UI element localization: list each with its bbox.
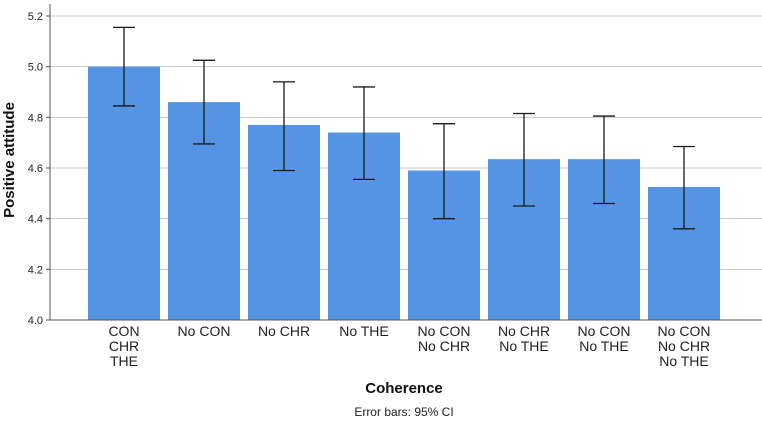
x-category-label-line: No THE [579, 338, 629, 354]
x-category-label-line: No THE [659, 353, 709, 369]
bar [88, 66, 160, 321]
x-category-label-line: No CON [178, 323, 231, 339]
error-bar [113, 26, 135, 107]
y-tick-label: 4.8 [28, 112, 43, 124]
x-category-label-line: No CON [658, 323, 711, 339]
error-bar [513, 112, 535, 207]
y-tick-labels: 4.0 4.2 4.4 4.6 4.8 5.0 5.2 [28, 11, 43, 327]
error-bar [433, 123, 455, 220]
x-category-label: No THE [339, 323, 389, 339]
x-category-label-line: No CON [578, 323, 631, 339]
error-bars-footnote: Error bars: 95% CI [354, 405, 453, 419]
error-bar [673, 145, 695, 230]
x-category-label: CON CHR THE [108, 323, 139, 369]
error-bars [113, 26, 695, 230]
y-axis-title: Positive attitude [1, 102, 18, 218]
x-category-label-line: No CHR [418, 338, 470, 354]
x-category-label-line: No THE [499, 338, 549, 354]
y-tick-label: 4.0 [28, 315, 43, 327]
axes [46, 4, 762, 321]
error-bar [273, 81, 295, 172]
y-tick-label: 5.0 [28, 62, 43, 74]
x-category-label-line: No CON [418, 323, 471, 339]
x-category-label-line: THE [110, 353, 138, 369]
x-category-label-line: CON [108, 323, 139, 339]
y-tick-label: 4.4 [28, 214, 43, 226]
x-axis-title: Coherence [365, 380, 443, 397]
error-bar [593, 115, 615, 205]
error-bar [193, 59, 215, 145]
x-category-label-line: No THE [339, 323, 389, 339]
x-category-label-line: No CHR [658, 338, 710, 354]
bars [88, 66, 720, 321]
x-category-label: No CON No THE [578, 323, 631, 354]
x-category-label: No CON No CHR [418, 323, 471, 354]
y-tick-label: 4.2 [28, 264, 43, 276]
x-category-label: No CHR No THE [498, 323, 550, 354]
x-category-label: No CON No CHR No THE [658, 323, 711, 369]
y-tick-label: 4.6 [28, 163, 43, 175]
error-bar [353, 86, 375, 181]
x-category-label-line: No CHR [498, 323, 550, 339]
x-category-label: No CON [178, 323, 231, 339]
y-tick-label: 5.2 [28, 11, 43, 23]
x-category-label-line: CHR [109, 338, 139, 354]
x-category-label: No CHR [258, 323, 310, 339]
x-category-label-line: No CHR [258, 323, 310, 339]
